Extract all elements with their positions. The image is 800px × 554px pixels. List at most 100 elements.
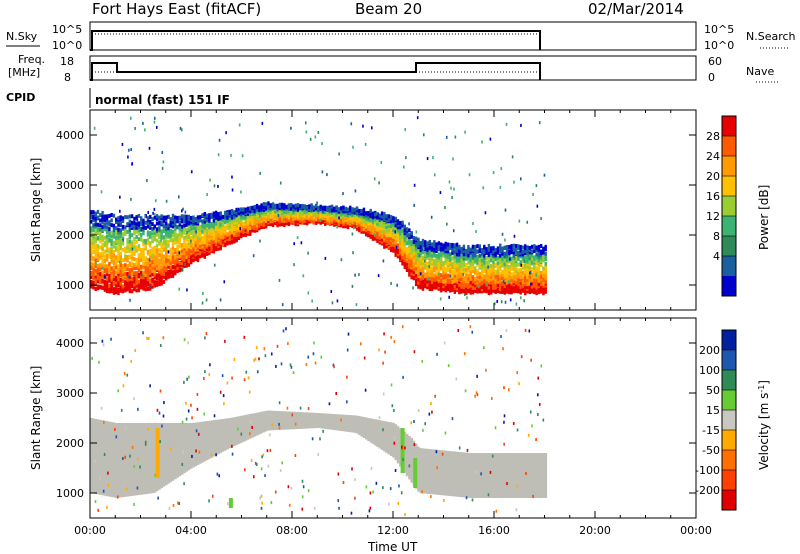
power-cell bbox=[133, 276, 136, 281]
power-cell bbox=[435, 270, 438, 275]
power-cell bbox=[435, 253, 438, 258]
power-cell bbox=[146, 216, 150, 221]
power-cell bbox=[396, 243, 400, 248]
power-cell bbox=[242, 221, 245, 226]
power-cell bbox=[371, 211, 375, 216]
power-cell bbox=[503, 273, 506, 278]
power-cell bbox=[412, 235, 416, 240]
power-cell bbox=[233, 220, 236, 225]
power-cell bbox=[210, 221, 213, 226]
power-cell bbox=[105, 264, 109, 269]
power-cell bbox=[453, 269, 456, 274]
power-cell bbox=[408, 233, 411, 238]
power-cell bbox=[112, 240, 116, 245]
power-cell bbox=[133, 271, 136, 276]
power-cell bbox=[108, 222, 111, 227]
power-cell bbox=[455, 286, 459, 291]
power-cell bbox=[146, 277, 150, 282]
power-cell bbox=[410, 260, 413, 265]
power-cell bbox=[353, 220, 357, 225]
power-cell bbox=[346, 211, 350, 216]
colorbar-tick-label: 16 bbox=[706, 190, 720, 203]
power-cell bbox=[153, 262, 157, 267]
power-cell bbox=[146, 230, 150, 235]
power-cell bbox=[421, 245, 425, 250]
power-cell bbox=[399, 220, 402, 225]
power-cell bbox=[162, 240, 166, 245]
power-cell bbox=[258, 208, 261, 213]
power-cell bbox=[310, 205, 313, 210]
power-cell bbox=[137, 213, 141, 218]
power-cell bbox=[174, 229, 177, 234]
power-cell bbox=[274, 216, 277, 221]
power-cell bbox=[237, 224, 241, 229]
power-cell bbox=[196, 246, 200, 251]
power-cell bbox=[446, 257, 450, 262]
power-cell bbox=[183, 260, 186, 265]
power-speck bbox=[238, 123, 241, 127]
power-cell bbox=[119, 273, 122, 278]
power-cell bbox=[189, 254, 193, 259]
power-cell bbox=[480, 284, 484, 289]
power-cell bbox=[178, 263, 182, 268]
power-cell bbox=[444, 266, 447, 271]
power-cell bbox=[130, 252, 134, 257]
power-cell bbox=[251, 205, 254, 210]
power-cell bbox=[96, 257, 100, 262]
power-cell bbox=[508, 259, 511, 264]
power-cell bbox=[121, 216, 125, 221]
power-cell bbox=[137, 231, 141, 236]
velocity-column bbox=[153, 423, 157, 493]
power-speck bbox=[180, 209, 183, 213]
power-cell bbox=[430, 242, 434, 247]
power-cell bbox=[149, 243, 152, 248]
power-cell bbox=[449, 252, 452, 257]
power-cell bbox=[528, 261, 531, 266]
power-speck bbox=[162, 160, 165, 164]
power-cell bbox=[530, 281, 534, 286]
power-cell bbox=[185, 227, 188, 232]
power-cell bbox=[126, 271, 129, 276]
power-cell bbox=[144, 256, 147, 261]
power-cell bbox=[219, 215, 222, 220]
power-cell bbox=[92, 262, 95, 267]
power-cell bbox=[130, 224, 134, 229]
power-cell bbox=[512, 278, 516, 283]
power-cell bbox=[471, 244, 475, 249]
date-title: 02/Mar/2014 bbox=[588, 0, 684, 18]
power-cell bbox=[135, 265, 138, 270]
power-cell bbox=[94, 277, 97, 282]
power-cell bbox=[133, 257, 136, 262]
power-cell bbox=[376, 221, 379, 226]
power-cell bbox=[478, 282, 481, 287]
power-cell bbox=[514, 280, 518, 285]
power-cell bbox=[539, 258, 543, 263]
velocity-column bbox=[196, 422, 200, 465]
power-cell bbox=[446, 249, 450, 254]
power-cell bbox=[176, 268, 179, 273]
power-cell bbox=[519, 267, 522, 272]
power-cell bbox=[126, 215, 129, 220]
velocity-column bbox=[162, 423, 166, 487]
power-cell bbox=[496, 258, 500, 263]
power-cell bbox=[444, 247, 447, 252]
power-speck bbox=[186, 231, 188, 235]
power-cell bbox=[401, 252, 404, 257]
power-speck bbox=[419, 271, 421, 275]
power-cell bbox=[130, 289, 134, 294]
power-cell bbox=[294, 211, 297, 216]
power-cell bbox=[464, 263, 468, 268]
power-cell bbox=[119, 215, 122, 220]
power-cell bbox=[139, 278, 143, 283]
power-speck bbox=[354, 189, 357, 193]
power-cell bbox=[478, 261, 481, 266]
power-cell bbox=[269, 214, 272, 219]
power-cell bbox=[362, 207, 366, 212]
power-cell bbox=[199, 233, 202, 238]
power-cell bbox=[401, 235, 404, 240]
power-cell bbox=[119, 251, 122, 256]
power-cell bbox=[112, 213, 116, 218]
power-cell bbox=[101, 242, 104, 247]
power-cell bbox=[344, 216, 347, 221]
